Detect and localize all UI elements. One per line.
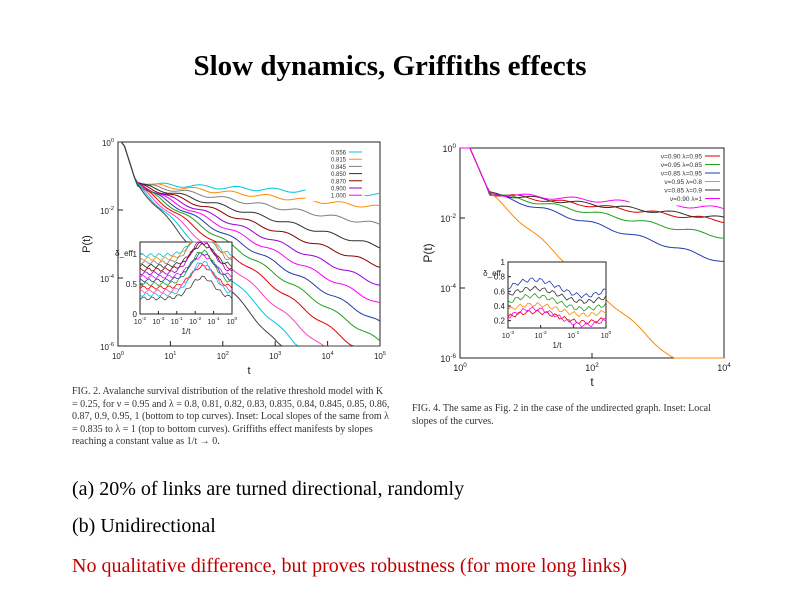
series-line [118,141,381,208]
series-line [118,141,381,322]
series-line [118,141,380,347]
inset-series-line [507,309,607,325]
y-tick-label: 100 [442,143,456,154]
legend-label: 1.000 [331,194,347,200]
bullet-line-a: (a) 20% of links are turned directional,… [72,478,465,500]
inset-x-tick-label: 10-3 [502,330,514,340]
figure-2-svg: 100 101 102 103 104 105 100 10-2 10-4 10-6 t P(t) 0.… [81,138,386,377]
slide-title: Slow dynamics, Griffiths effects [193,50,587,82]
inset-series-line [139,249,233,287]
inset-series-line [507,293,607,312]
inset-x-tick-label: 10-1 [171,316,183,326]
legend-label: ν=0.90 λ=1 [670,196,703,203]
inset-series-line [139,241,233,265]
figure-4-caption: FIG. 4. The same as Fig. 2 in the case o… [412,403,711,427]
x-tick-label: 100 [453,362,467,373]
inset-x-tick-label: 10-2 [535,330,547,340]
legend-label: 0.900 [331,187,347,193]
y-tick-label: 10-2 [440,213,456,224]
inset-series-line [139,262,233,294]
inset-y-tick-label: 1 [501,258,506,267]
x-axis-label: t [590,375,594,388]
series-line [118,141,381,249]
legend-label: 0.850 [331,172,347,178]
figure-2-caption: FIG. 2. Avalanche survival distribution … [72,386,390,447]
inset-series-line [507,306,607,328]
series-line [118,141,381,225]
inset-y-tick-label: 0.6 [494,287,506,296]
inset-x-tick-label: 10-2 [189,316,201,326]
y-tick-label: 10-4 [100,274,114,284]
x-tick-label: 104 [322,351,334,361]
inset-y-tick-label: 0 [133,310,138,319]
legend-label: 0.556 [331,151,347,157]
legend-label: ν=0.85 λ=0.9 [664,188,702,195]
inset-y-tick-label: 0.8 [494,273,506,282]
inset-y-tick-label: 0.2 [494,317,506,326]
inset-y-axis-label: δ_eff [483,269,501,278]
legend-label: 0.815 [331,158,347,164]
inset-y-tick-label: 0.5 [126,280,138,289]
inset-frame [507,261,607,329]
inset-x-tick-label: 100 [227,316,238,326]
inset-x-axis-label: 1/t [182,327,192,336]
bullet-line-c: No qualitative difference, but proves ro… [72,555,628,577]
figure-2-chart: 100 101 102 103 104 105 100 10-2 10-4 10-6 t P(t) 0.… [70,130,390,380]
inset-x-tick-label: 100 [601,330,612,340]
y-tick-label: 100 [102,138,114,148]
inset-x-tick-label: 10-2 [134,316,146,326]
inset-y-axis-label: δ_eff [115,249,133,258]
figure-4-svg: 100 102 104 100 10-2 10-4 10-6 t P(t) ν=0.90 λ=0.… [421,143,731,389]
series-line [118,141,381,342]
inset-y-tick-label: 0.4 [494,302,506,311]
x-tick-label: 102 [585,362,599,373]
inset-series-line [507,277,607,299]
x-tick-label: 101 [164,351,176,361]
series-line [118,141,380,347]
series-line [460,147,725,210]
bullet-line-b: (b) Unidirectional [72,515,216,537]
legend-label: ν=0.90 λ=0.95 [661,154,703,161]
x-tick-label: 103 [269,351,281,361]
inset-series-line [507,302,607,318]
legend-label: ν=0.95 λ=0.85 [661,162,703,169]
x-tick-label: 104 [717,362,731,373]
inset-series-line [507,285,607,304]
y-axis-label: P(t) [81,235,93,253]
inset-series-line [139,260,233,298]
x-tick-label: 105 [374,351,386,361]
series-line [118,141,381,268]
inset-x-tick-label: 10-3 [152,316,164,326]
series-line [118,141,381,304]
inset-x-axis-label: 1/t [553,341,563,350]
x-axis-label: t [247,365,250,377]
figure-4-chart: 100 102 104 100 10-2 10-4 10-6 t P(t) ν=0.90 λ=0.… [412,136,738,389]
y-tick-label: 10-4 [440,283,456,294]
inset-series-line [139,275,233,301]
legend-label: 0.845 [331,165,347,171]
x-tick-label: 100 [112,351,124,361]
y-tick-label: 10-6 [440,353,456,364]
y-axis-label: P(t) [421,243,435,262]
x-tick-label: 102 [217,351,229,361]
legend-label: ν=0.85 λ=0.95 [661,171,703,178]
series-line [460,147,725,239]
legend-box [629,149,723,206]
legend-label: 0.870 [331,179,347,185]
inset-series-line [139,253,233,280]
inset-y-tick-label: 1 [133,250,138,259]
inset-series-line [139,241,233,276]
y-tick-label: 10-6 [100,342,114,352]
y-tick-label: 10-2 [100,206,114,216]
inset-x-tick-label: 10-1 [208,316,220,326]
legend-label: ν=0.95 λ=0.8 [664,179,702,186]
inset-x-tick-label: 10-1 [567,330,579,340]
plot-frame [117,141,381,347]
